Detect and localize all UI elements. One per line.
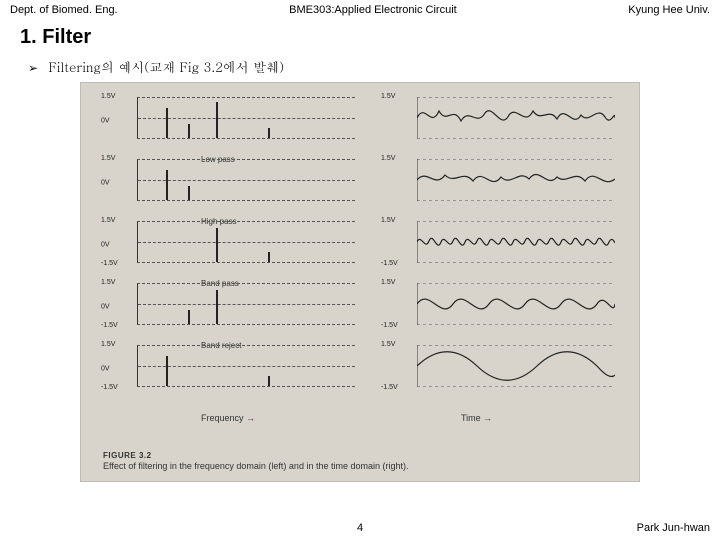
ylabel-top: 1.5V	[101, 279, 115, 286]
figure-number: FIGURE 3.2	[103, 451, 619, 461]
header-dept: Dept. of Biomed. Eng.	[10, 4, 118, 16]
spectral-spike	[188, 124, 190, 138]
freq-plot	[137, 283, 355, 325]
figure-caption-text: Effect of filtering in the frequency dom…	[103, 461, 409, 471]
subtitle-line: ➢ Filtering의 예시(교재 Fig 3.2에서 발췌)	[0, 55, 720, 82]
zero-line	[138, 118, 355, 119]
time-waveform	[417, 345, 615, 387]
spectral-spike	[216, 102, 218, 138]
time-waveform	[417, 159, 615, 201]
time-waveform	[417, 283, 615, 325]
filter-row: 1.5V0VLow pass1.5V	[81, 153, 639, 213]
ylabel-top: 1.5V	[101, 341, 115, 348]
freq-panel: 1.5V0V-1.5VBand reject	[101, 339, 361, 399]
ylabel-top: 1.5V	[381, 155, 395, 162]
freq-plot	[137, 159, 355, 201]
spectral-spike	[216, 228, 218, 262]
x-axis-label-frequency: Frequency →	[201, 413, 255, 423]
time-panel: 1.5V -1.5V	[381, 339, 621, 399]
ylabel-mid: 0V	[101, 366, 110, 373]
spectral-spike	[268, 128, 270, 138]
ylabel-bot: -1.5V	[381, 384, 398, 391]
freq-panel: 1.5V 0V	[101, 91, 361, 151]
time-panel: 1.5V -1.5V	[381, 277, 621, 337]
freq-panel: 1.5V0VLow pass	[101, 153, 361, 213]
spectral-spike	[166, 108, 168, 138]
ylabel-top: 1.5V	[101, 93, 115, 100]
time-waveform	[417, 221, 615, 263]
footer-author: Park Jun-hwan	[637, 522, 710, 534]
bullet-arrow-icon: ➢	[28, 61, 38, 75]
ylabel-bot: -1.5V	[101, 260, 118, 267]
subtitle-text: Filtering의 예시(교재 Fig 3.2에서 발췌)	[48, 57, 284, 76]
ylabel-top: 1.5V	[101, 217, 115, 224]
zero-line	[138, 304, 355, 305]
figure-scan: 1.5V0V1.5V1.5V0VLow pass1.5V1.5V0V-1.5VH…	[80, 82, 640, 482]
ylabel-bot: -1.5V	[381, 260, 398, 267]
ylabel-mid: 0V	[101, 242, 110, 249]
page-number: 4	[357, 522, 363, 534]
ylabel-top: 1.5V	[381, 217, 395, 224]
freq-panel: 1.5V0V-1.5VHigh pass	[101, 215, 361, 275]
slide-header: Dept. of Biomed. Eng. BME303:Applied Ele…	[0, 0, 720, 18]
spectral-spike	[216, 290, 218, 324]
ylabel-bot: -1.5V	[101, 384, 118, 391]
header-univ: Kyung Hee Univ.	[628, 4, 710, 16]
ylabel-top: 1.5V	[381, 93, 395, 100]
ylabel-top: 1.5V	[101, 155, 115, 162]
freq-plot	[137, 221, 355, 263]
filter-row: 1.5V 0V 1.5V	[81, 91, 639, 151]
ylabel-top: 1.5V	[381, 279, 395, 286]
time-panel: 1.5V	[381, 153, 621, 213]
header-course: BME303:Applied Electronic Circuit	[118, 4, 629, 16]
ylabel-mid: 0V	[101, 118, 110, 125]
filter-row: 1.5V0V-1.5VBand pass1.5V-1.5V	[81, 277, 639, 337]
filter-row: 1.5V0V-1.5VBand reject1.5V-1.5V	[81, 339, 639, 399]
zero-line	[138, 366, 355, 367]
ylabel-mid: 0V	[101, 180, 110, 187]
spectral-spike	[166, 356, 168, 386]
filter-row: 1.5V0V-1.5VHigh pass1.5V-1.5V	[81, 215, 639, 275]
zero-line	[138, 242, 355, 243]
x-axis-label-time: Time →	[461, 413, 492, 423]
freq-plot	[137, 97, 355, 139]
figure-caption: FIGURE 3.2 Effect of filtering in the fr…	[103, 451, 619, 473]
section-title: 1. Filter	[0, 18, 720, 55]
ylabel-bot: -1.5V	[101, 322, 118, 329]
ylabel-bot: -1.5V	[381, 322, 398, 329]
time-waveform	[417, 97, 615, 139]
freq-panel: 1.5V0V-1.5VBand pass	[101, 277, 361, 337]
spectral-spike	[188, 186, 190, 200]
time-panel: 1.5V	[381, 91, 621, 151]
spectral-spike	[268, 376, 270, 386]
ylabel-mid: 0V	[101, 304, 110, 311]
time-panel: 1.5V -1.5V	[381, 215, 621, 275]
spectral-spike	[188, 310, 190, 324]
spectral-spike	[268, 252, 270, 262]
ylabel-top: 1.5V	[381, 341, 395, 348]
spectral-spike	[166, 170, 168, 200]
zero-line	[138, 180, 355, 181]
freq-plot	[137, 345, 355, 387]
